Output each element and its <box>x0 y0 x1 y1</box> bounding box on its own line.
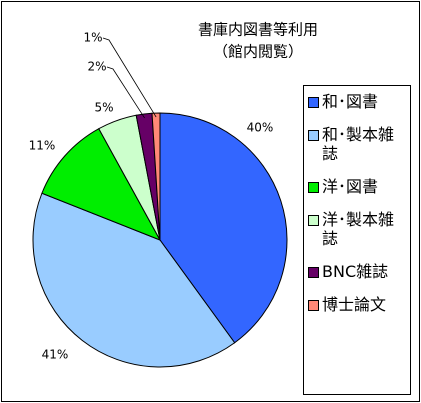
pie-slice <box>41 128 162 241</box>
legend-swatch <box>308 215 319 226</box>
pie-slice <box>159 112 288 344</box>
legend-label: 和･製本雑誌 <box>322 125 395 163</box>
legend-label: 博士論文 <box>322 295 387 314</box>
legend-item: 博士論文 <box>308 295 406 314</box>
pie-slice <box>32 192 236 368</box>
legend: 和･図書和･製本雑誌洋･図書洋･製本雑誌 BNC雑誌博士論文 <box>303 85 411 395</box>
data-label: 2% <box>87 60 106 74</box>
legend-swatch <box>308 97 319 108</box>
data-label: 41% <box>42 348 69 362</box>
data-label: 11% <box>29 139 56 153</box>
data-label: 5% <box>94 101 113 115</box>
legend-label: 洋･製本雑誌 <box>322 210 395 248</box>
legend-item: BNC雑誌 <box>308 262 406 281</box>
legend-swatch <box>308 182 319 193</box>
leader-line <box>102 37 157 118</box>
legend-swatch <box>308 130 319 141</box>
legend-swatch <box>308 267 319 278</box>
pie-slice <box>151 112 161 241</box>
chart-title: 書庫内図書等利用 <box>198 21 318 39</box>
legend-item: 洋･製本雑誌 <box>308 210 406 248</box>
legend-label: 和･図書 <box>322 92 379 111</box>
legend-item: 和･図書 <box>308 92 406 111</box>
leader-line <box>106 66 145 119</box>
legend-label: 洋･図書 <box>322 177 379 196</box>
legend-item: 洋･図書 <box>308 177 406 196</box>
data-label: 1% <box>83 31 102 45</box>
chart-subtitle: （館内閲覧） <box>213 43 303 61</box>
legend-swatch <box>308 300 319 311</box>
legend-label: BNC雑誌 <box>322 262 389 281</box>
legend-item: 和･製本雑誌 <box>308 125 406 163</box>
data-label: 40% <box>247 121 274 135</box>
